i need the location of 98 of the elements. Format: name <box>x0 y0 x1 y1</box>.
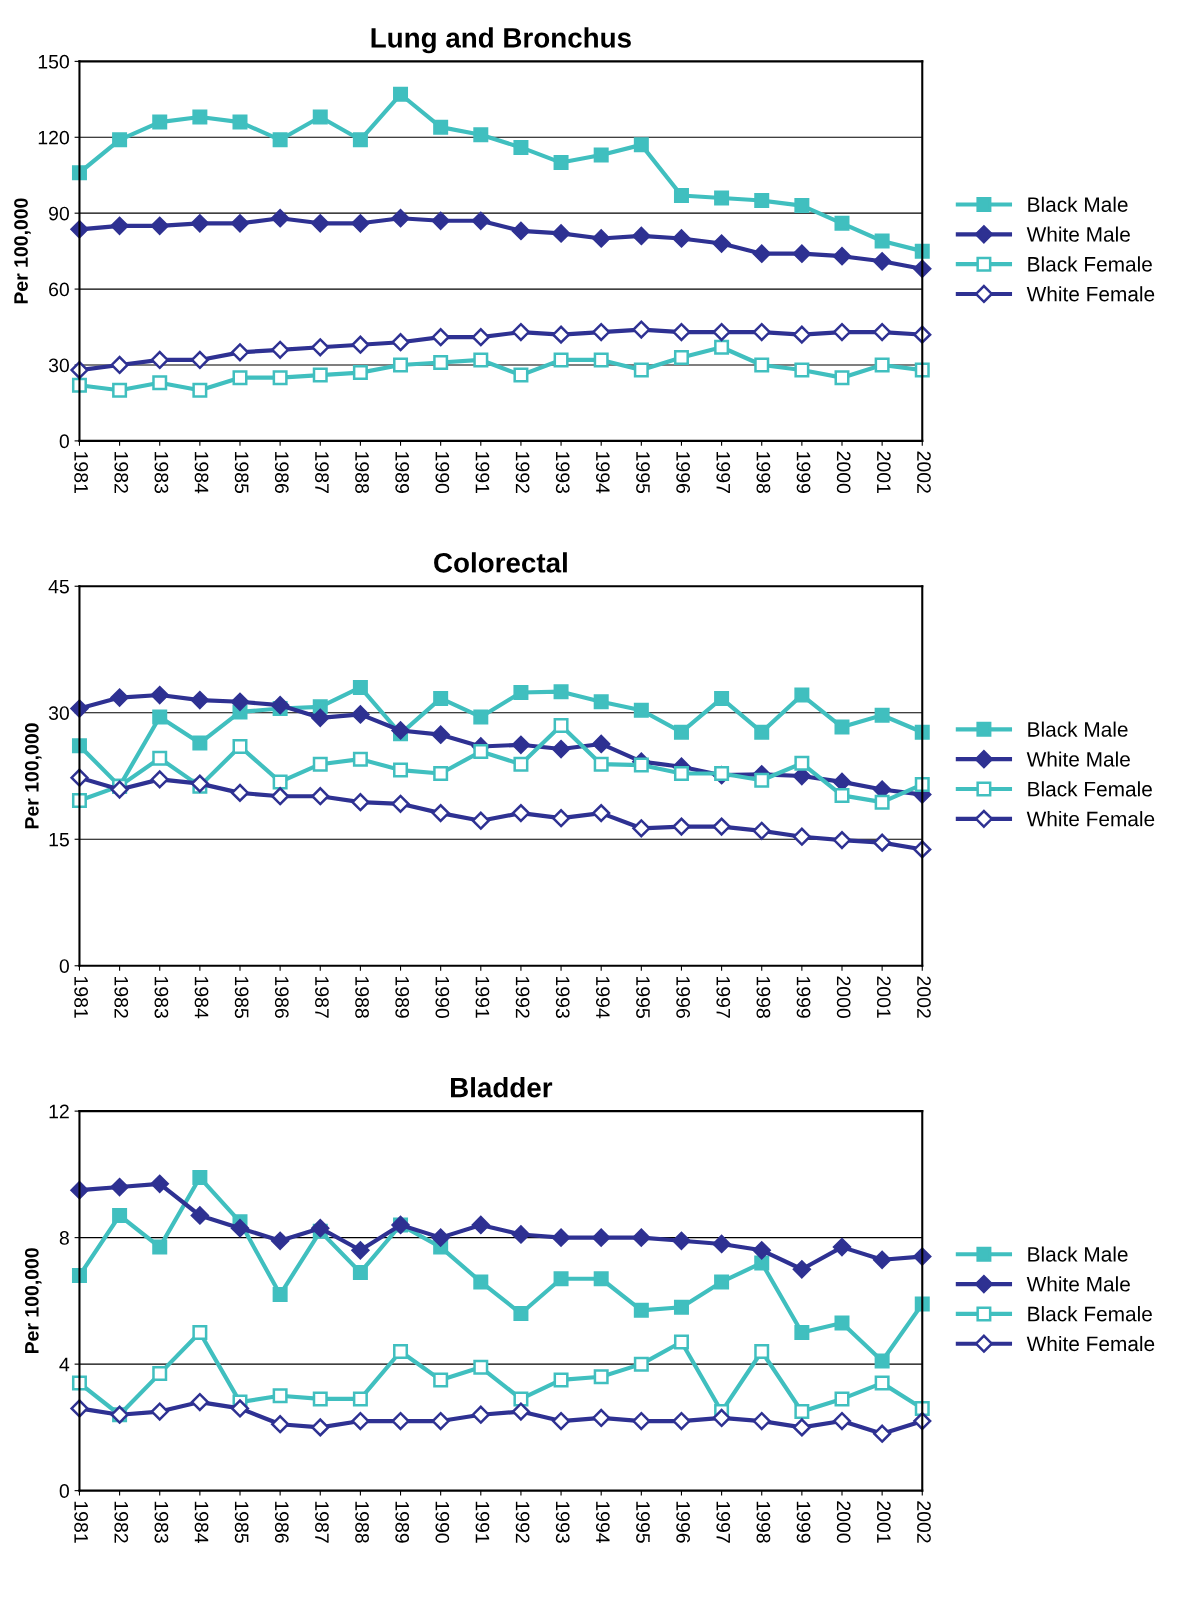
x-tick-label: 1985 <box>234 1501 249 1543</box>
x-tick-label: 2002 <box>917 451 931 493</box>
chart-title: Colorectal <box>434 552 567 573</box>
legend-label: Black Female <box>1028 256 1152 272</box>
x-tick-label: 1984 <box>194 1501 209 1544</box>
x-tick-label: 1988 <box>355 976 369 1018</box>
x-tick-label: 1995 <box>636 1501 650 1543</box>
x-tick-label: 1997 <box>716 1501 731 1543</box>
y-tick-label: 0 <box>59 959 69 974</box>
y-tick-label: 30 <box>48 706 69 720</box>
y-tick-label: 150 <box>38 54 69 69</box>
x-tick-label: 1992 <box>515 452 530 493</box>
x-tick-label: 1989 <box>395 976 410 1018</box>
y-tick-label: 30 <box>48 358 69 373</box>
x-tick-label: 1987 <box>315 452 329 493</box>
y-tick-label: 0 <box>59 1484 69 1498</box>
y-tick-label: 15 <box>49 832 69 847</box>
x-tick-label: 1995 <box>636 452 650 494</box>
x-tick-label: 1991 <box>475 452 490 493</box>
legend-label: White Male <box>1026 226 1130 242</box>
x-tick-label: 1986 <box>274 976 289 1018</box>
x-tick-label: 1988 <box>355 1501 369 1543</box>
x-tick-label: 1986 <box>274 452 289 494</box>
legend-label: Black Male <box>1028 196 1128 212</box>
x-tick-label: 1992 <box>515 976 530 1018</box>
x-tick-label: 1983 <box>154 976 169 1018</box>
x-tick-label: 2001 <box>876 451 891 493</box>
y-tick-label: 8 <box>59 1231 69 1245</box>
x-tick-label: 1984 <box>194 976 209 1019</box>
x-tick-label: 1998 <box>756 1501 771 1543</box>
legend-label: Black Male <box>1028 1246 1128 1262</box>
x-tick-label: 1984 <box>194 452 209 494</box>
x-tick-label: 1990 <box>435 976 450 1018</box>
x-tick-label: 1996 <box>676 452 691 494</box>
x-tick-label: 2002 <box>917 976 931 1018</box>
x-tick-label: 1981 <box>74 452 89 493</box>
legend-label: Black Female <box>1028 781 1152 797</box>
x-tick-label: 1991 <box>475 976 490 1018</box>
x-tick-label: 1997 <box>716 976 731 1018</box>
x-tick-label: 1985 <box>234 452 249 494</box>
x-tick-label: 1989 <box>395 452 410 493</box>
legend-label: Black Female <box>1028 1306 1152 1322</box>
x-tick-label: 1994 <box>595 976 610 1019</box>
x-tick-label: 1993 <box>555 452 570 494</box>
y-tick-label: 45 <box>48 579 69 594</box>
x-tick-label: 1999 <box>796 1501 811 1543</box>
y-tick-label: 60 <box>49 282 69 297</box>
y-axis-title: Per 100,000 <box>14 198 31 304</box>
x-tick-label: 1994 <box>595 452 610 494</box>
x-tick-label: 1996 <box>676 976 691 1018</box>
legend-label: White Female <box>1026 1335 1155 1352</box>
x-tick-label: 2002 <box>917 1501 931 1543</box>
x-tick-label: 2001 <box>876 976 891 1018</box>
y-axis-title: Per 100,000 <box>24 1248 42 1354</box>
x-tick-label: 1991 <box>475 1501 490 1543</box>
x-tick-label: 1990 <box>435 1501 450 1543</box>
x-tick-label: 1998 <box>756 452 771 494</box>
x-tick-label: 1982 <box>114 452 129 493</box>
y-tick-label: 4 <box>59 1357 70 1372</box>
x-tick-label: 1993 <box>555 1501 570 1543</box>
x-tick-label: 1993 <box>555 976 570 1018</box>
legend-label: White Female <box>1026 811 1155 827</box>
x-tick-label: 1981 <box>74 1501 89 1543</box>
x-tick-label: 1998 <box>756 976 771 1018</box>
x-tick-label: 1992 <box>515 1501 530 1543</box>
chart-title: Bladder <box>451 1077 553 1098</box>
x-tick-label: 1988 <box>355 452 369 494</box>
y-tick-label: 120 <box>38 130 69 145</box>
x-tick-label: 1996 <box>676 1501 691 1543</box>
x-tick-label: 1985 <box>234 976 249 1018</box>
x-tick-label: 1982 <box>114 1501 129 1543</box>
x-tick-label: 1982 <box>114 976 129 1018</box>
x-tick-label: 1983 <box>154 452 169 494</box>
x-tick-label: 1987 <box>315 976 329 1018</box>
x-tick-label: 1999 <box>796 976 811 1018</box>
legend-label: Black Male <box>1028 721 1128 737</box>
x-tick-label: 1987 <box>315 1501 329 1543</box>
x-tick-label: 1994 <box>595 1501 610 1544</box>
x-tick-label: 1999 <box>796 452 811 493</box>
x-tick-label: 2000 <box>836 451 851 494</box>
x-tick-label: 1983 <box>154 1501 169 1543</box>
x-tick-label: 2000 <box>836 976 851 1018</box>
x-tick-label: 1986 <box>274 1501 289 1543</box>
y-tick-label: 90 <box>49 206 69 221</box>
chart-title: Lung and Bronchus <box>371 27 631 54</box>
y-tick-label: 12 <box>49 1104 69 1119</box>
x-tick-label: 2001 <box>876 1501 891 1543</box>
x-tick-label: 1990 <box>435 452 450 494</box>
x-tick-label: 1997 <box>716 452 731 493</box>
x-tick-label: 1995 <box>636 976 650 1018</box>
legend-label: White Female <box>1026 286 1155 302</box>
x-tick-label: 1989 <box>395 1501 410 1543</box>
legend-label: White Male <box>1026 751 1130 767</box>
y-axis-title: Per 100,000 <box>24 723 42 829</box>
x-tick-label: 2000 <box>836 1501 851 1543</box>
y-tick-label: 0 <box>59 434 69 449</box>
x-tick-label: 1981 <box>74 976 89 1018</box>
legend-label: White Male <box>1026 1276 1130 1292</box>
